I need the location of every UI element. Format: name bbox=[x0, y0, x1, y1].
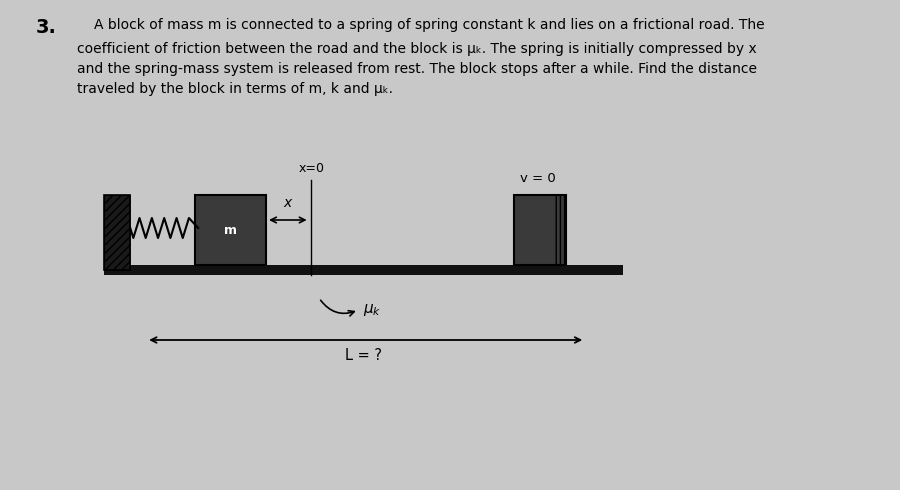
Text: and the spring-mass system is released from rest. The block stops after a while.: and the spring-mass system is released f… bbox=[77, 62, 758, 76]
Text: $\mu_k$: $\mu_k$ bbox=[364, 302, 382, 318]
Text: traveled by the block in terms of m, k and μₖ.: traveled by the block in terms of m, k a… bbox=[77, 82, 393, 96]
Bar bbox=[104, 195, 130, 270]
Bar bbox=[514, 195, 566, 265]
Text: m: m bbox=[224, 223, 238, 237]
Bar bbox=[104, 195, 130, 270]
Text: x: x bbox=[284, 196, 292, 210]
Text: L = ?: L = ? bbox=[345, 348, 382, 363]
Text: coefficient of friction between the road and the block is μₖ. The spring is init: coefficient of friction between the road… bbox=[77, 42, 757, 56]
Bar bbox=[553, 195, 566, 265]
Bar bbox=[195, 195, 266, 265]
Text: x=0: x=0 bbox=[299, 162, 324, 175]
Bar bbox=[104, 265, 623, 275]
Text: 3.: 3. bbox=[36, 18, 57, 37]
Text: A block of mass m is connected to a spring of spring constant k and lies on a fr: A block of mass m is connected to a spri… bbox=[94, 18, 765, 32]
Text: v = 0: v = 0 bbox=[520, 172, 556, 185]
